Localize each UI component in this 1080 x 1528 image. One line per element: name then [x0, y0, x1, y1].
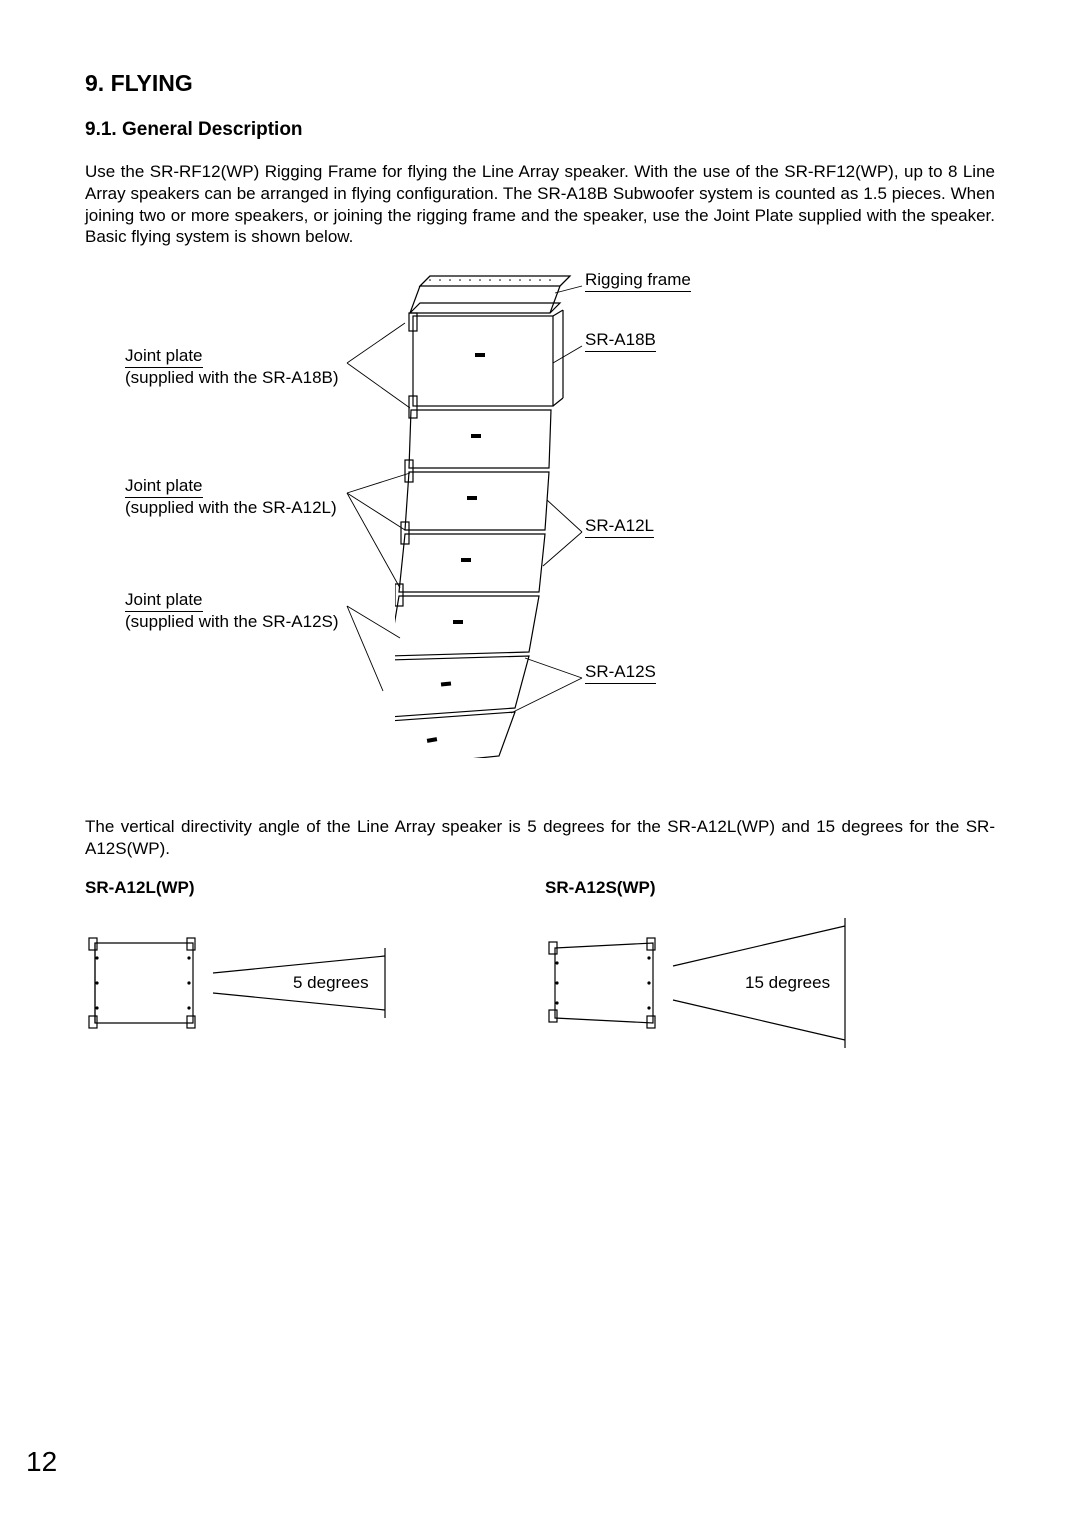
model-title-right: SR-A12S(WP) — [545, 878, 995, 898]
page-number: 12 — [26, 1446, 57, 1478]
sr-a12lwp-panel: SR-A12L(WP) — [85, 878, 535, 1058]
model-title-left: SR-A12L(WP) — [85, 878, 535, 898]
section-heading: 9. FLYING — [85, 70, 995, 97]
directivity-paragraph: The vertical directivity angle of the Li… — [85, 816, 995, 860]
subsection-heading: 9.1. General Description — [85, 119, 995, 141]
degrees-label-right: 15 degrees — [745, 973, 830, 993]
intro-paragraph: Use the SR-RF12(WP) Rigging Frame for fl… — [85, 161, 995, 248]
degrees-label-left: 5 degrees — [293, 973, 369, 993]
flying-system-diagram: Joint plate (supplied with the SR-A18B) … — [85, 268, 995, 788]
sr-a12swp-panel: SR-A12S(WP) 15 — [545, 878, 995, 1058]
line-array-stack-icon — [395, 268, 595, 758]
